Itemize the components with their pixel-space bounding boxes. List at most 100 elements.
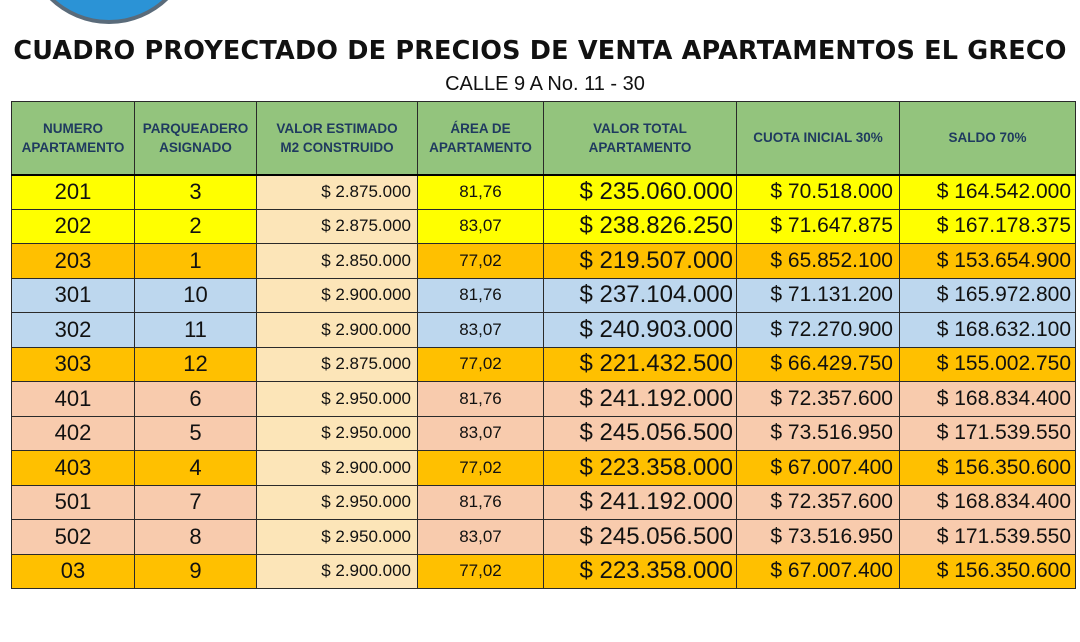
cell-cuota-inicial: $ 70.518.000	[736, 174, 900, 210]
cell-valor-m2: $ 2.950.000	[256, 415, 418, 451]
header-parqueadero: PARQUEADERO ASIGNADO	[134, 101, 257, 175]
cell-valor-total: $ 240.903.000	[543, 312, 737, 348]
cell-parqueadero: 6	[134, 381, 257, 417]
cell-saldo: $ 156.350.600	[899, 553, 1076, 589]
cell-area: 81,76	[417, 277, 544, 313]
cell-area: 77,02	[417, 553, 544, 589]
cell-area: 81,76	[417, 484, 544, 520]
header-valor-m2: VALOR ESTIMADO M2 CONSTRUIDO	[256, 101, 418, 175]
cell-parqueadero: 4	[134, 450, 257, 486]
cell-parqueadero: 11	[134, 312, 257, 348]
cell-saldo: $ 155.002.750	[899, 346, 1076, 382]
cell-saldo: $ 156.350.600	[899, 450, 1076, 486]
cell-saldo: $ 165.972.800	[899, 277, 1076, 313]
header-numero-apartamento: NUMERO APARTAMENTO	[11, 101, 135, 175]
table-body: 201 3 $ 2.875.000 81,76 $ 235.060.000 $ 70.51…	[11, 174, 1076, 589]
cell-apartamento: 402	[11, 415, 135, 451]
cell-area: 77,02	[417, 450, 544, 486]
cell-saldo: $ 168.834.400	[899, 381, 1076, 417]
cell-valor-total: $ 245.056.500	[543, 415, 737, 451]
cell-saldo: $ 168.632.100	[899, 312, 1076, 348]
cell-cuota-inicial: $ 73.516.950	[736, 415, 900, 451]
cell-valor-total: $ 237.104.000	[543, 277, 737, 313]
cell-saldo: $ 168.834.400	[899, 484, 1076, 520]
cell-parqueadero: 5	[134, 415, 257, 451]
cell-apartamento: 403	[11, 450, 135, 486]
table-row: 03 9 $ 2.900.000 77,02 $ 223.358.000 $ 67.007…	[11, 553, 1076, 589]
cell-saldo: $ 167.178.375	[899, 208, 1076, 244]
cell-valor-total: $ 241.192.000	[543, 381, 737, 417]
logo-mark: ·	[46, 0, 62, 24]
cell-valor-total: $ 221.432.500	[543, 346, 737, 382]
cell-area: 77,02	[417, 346, 544, 382]
table-row: 501 7 $ 2.950.000 81,76 $ 241.192.000 $ 72.35…	[11, 484, 1076, 520]
cell-cuota-inicial: $ 67.007.400	[736, 450, 900, 486]
cell-area: 77,02	[417, 243, 544, 279]
table-row: 203 1 $ 2.850.000 77,02 $ 219.507.000 $ 65.85…	[11, 243, 1076, 279]
cell-cuota-inicial: $ 67.007.400	[736, 553, 900, 589]
cell-valor-m2: $ 2.900.000	[256, 450, 418, 486]
cell-valor-m2: $ 2.950.000	[256, 519, 418, 555]
price-table: NUMERO APARTAMENTO PARQUEADERO ASIGNADO VA…	[11, 101, 1076, 589]
cell-valor-total: $ 238.826.250	[543, 208, 737, 244]
cell-apartamento: 501	[11, 484, 135, 520]
table-row: 402 5 $ 2.950.000 83,07 $ 245.056.500 $ 73.51…	[11, 415, 1076, 451]
logo: ·	[24, 0, 194, 24]
cell-parqueadero: 12	[134, 346, 257, 382]
cell-valor-m2: $ 2.950.000	[256, 484, 418, 520]
cell-apartamento: 303	[11, 346, 135, 382]
cell-apartamento: 03	[11, 553, 135, 589]
cell-valor-total: $ 245.056.500	[543, 519, 737, 555]
cell-valor-total: $ 223.358.000	[543, 450, 737, 486]
cell-apartamento: 202	[11, 208, 135, 244]
cell-parqueadero: 2	[134, 208, 257, 244]
cell-valor-m2: $ 2.850.000	[256, 243, 418, 279]
cell-saldo: $ 164.542.000	[899, 174, 1076, 210]
cell-cuota-inicial: $ 72.270.900	[736, 312, 900, 348]
cell-cuota-inicial: $ 65.852.100	[736, 243, 900, 279]
cell-apartamento: 502	[11, 519, 135, 555]
table-row: 201 3 $ 2.875.000 81,76 $ 235.060.000 $ 70.51…	[11, 174, 1076, 210]
cell-cuota-inicial: $ 73.516.950	[736, 519, 900, 555]
table-row: 302 11 $ 2.900.000 83,07 $ 240.903.000 $ 72.2…	[11, 312, 1076, 348]
header-cuota-inicial: CUOTA INICIAL 30%	[736, 101, 900, 175]
cell-cuota-inicial: $ 71.647.875	[736, 208, 900, 244]
cell-valor-m2: $ 2.900.000	[256, 277, 418, 313]
header-row: NUMERO APARTAMENTO PARQUEADERO ASIGNADO VA…	[11, 101, 1076, 175]
cell-area: 81,76	[417, 174, 544, 210]
cell-saldo: $ 153.654.900	[899, 243, 1076, 279]
cell-cuota-inicial: $ 72.357.600	[736, 381, 900, 417]
address-subtitle: CALLE 9 A No. 11 - 30	[445, 73, 645, 95]
cell-valor-m2: $ 2.875.000	[256, 346, 418, 382]
cell-cuota-inicial: $ 71.131.200	[736, 277, 900, 313]
table-row: 403 4 $ 2.900.000 77,02 $ 223.358.000 $ 67.00…	[11, 450, 1076, 486]
cell-area: 83,07	[417, 208, 544, 244]
header-saldo: SALDO 70%	[899, 101, 1076, 175]
cell-area: 83,07	[417, 312, 544, 348]
table-row: 202 2 $ 2.875.000 83,07 $ 238.826.250 $ 71.64…	[11, 208, 1076, 244]
cell-valor-m2: $ 2.875.000	[256, 208, 418, 244]
cell-apartamento: 203	[11, 243, 135, 279]
cell-valor-total: $ 219.507.000	[543, 243, 737, 279]
cell-area: 81,76	[417, 381, 544, 417]
header-area: ÁREA DE APARTAMENTO	[417, 101, 544, 175]
cell-valor-total: $ 235.060.000	[543, 174, 737, 210]
cell-saldo: $ 171.539.550	[899, 415, 1076, 451]
cell-parqueadero: 7	[134, 484, 257, 520]
table-row: 502 8 $ 2.950.000 83,07 $ 245.056.500 $ 73.51…	[11, 519, 1076, 555]
page-title: CUADRO PROYECTADO DE PRECIOS DE VENTA AP…	[13, 36, 1067, 66]
cell-valor-m2: $ 2.900.000	[256, 553, 418, 589]
cell-valor-total: $ 241.192.000	[543, 484, 737, 520]
cell-area: 83,07	[417, 519, 544, 555]
cell-valor-total: $ 223.358.000	[543, 553, 737, 589]
cell-parqueadero: 10	[134, 277, 257, 313]
cell-apartamento: 401	[11, 381, 135, 417]
cell-valor-m2: $ 2.950.000	[256, 381, 418, 417]
cell-parqueadero: 9	[134, 553, 257, 589]
cell-cuota-inicial: $ 66.429.750	[736, 346, 900, 382]
cell-apartamento: 201	[11, 174, 135, 210]
cell-parqueadero: 3	[134, 174, 257, 210]
cell-valor-m2: $ 2.900.000	[256, 312, 418, 348]
cell-parqueadero: 1	[134, 243, 257, 279]
cell-valor-m2: $ 2.875.000	[256, 174, 418, 210]
